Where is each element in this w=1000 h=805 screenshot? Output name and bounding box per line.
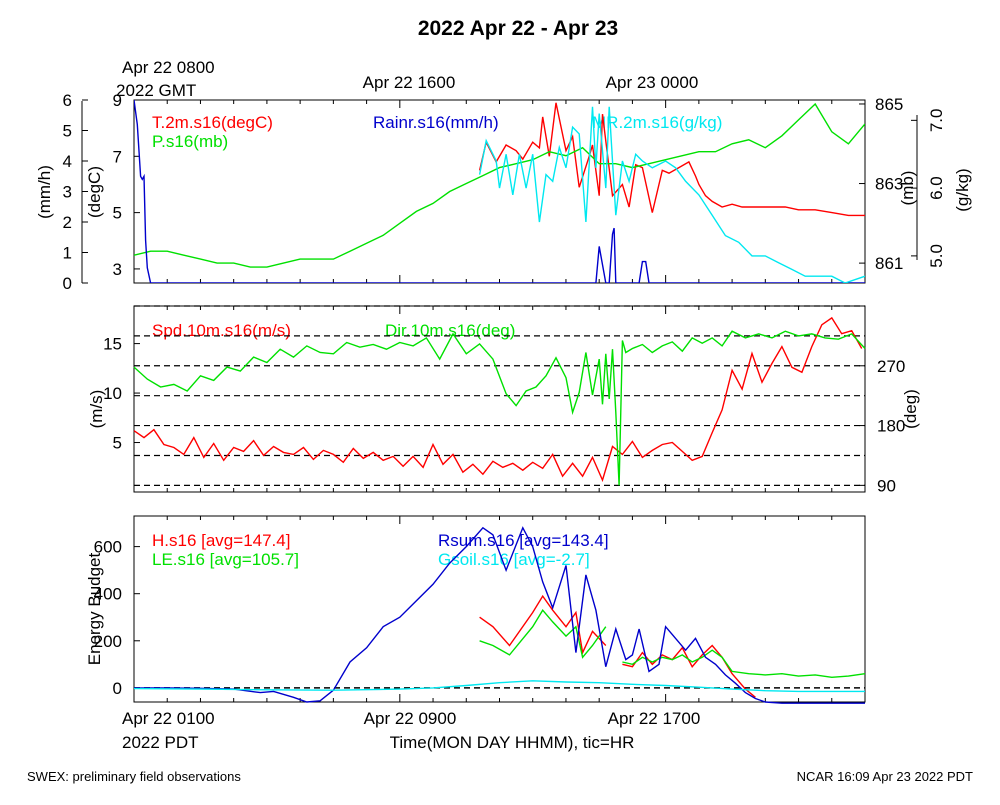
mr-axis-title: (g/kg) <box>953 168 972 211</box>
speed-axis-tick-label: 5 <box>113 434 122 453</box>
met-series-group <box>134 100 865 283</box>
energy-axis-tick-label: 400 <box>94 585 122 604</box>
temp-axis-tick-label: 3 <box>113 260 122 279</box>
latent-heat-line <box>479 609 866 679</box>
legend-soil-flux: Gsoil.s16 [avg=-2.7] <box>438 550 590 569</box>
mixing-ratio-line <box>478 106 865 283</box>
energy-axis-tick-label: 200 <box>94 632 122 651</box>
top-axis-label-1: Apr 22 0800 <box>122 58 215 77</box>
dir-axis-tick-label: 180 <box>877 417 905 436</box>
bottom-axis-label-1: Apr 22 0100 <box>122 709 215 728</box>
press-axis-tick-label: 865 <box>875 95 903 114</box>
speed-axis-tick-label: 15 <box>103 335 122 354</box>
mr-axis-tick-label: 7.0 <box>927 109 946 133</box>
rain-axis-tick-label: 5 <box>63 122 72 141</box>
rain-axis-title: (mm/h) <box>35 165 54 219</box>
top-axis-label-2: Apr 22 1600 <box>363 73 456 92</box>
legend-rain: Rainr.s16(mm/h) <box>373 113 499 132</box>
legend-wind-speed: Spd.10m.s16(m/s) <box>152 321 291 340</box>
bottom-axis-label-3: Apr 22 1700 <box>608 709 701 728</box>
press-axis-tick-label: 861 <box>875 254 903 273</box>
energy-axis-tick-label: 600 <box>94 538 122 557</box>
press-axis-title: (mb) <box>898 171 917 206</box>
legend-temp: T.2m.s16(degC) <box>152 113 273 132</box>
chart-title: 2022 Apr 22 - Apr 23 <box>418 17 618 40</box>
soil-flux-line <box>133 680 865 693</box>
temp-axis-title: (degC) <box>85 166 104 218</box>
temp-axis-tick-label: 7 <box>113 147 122 166</box>
rain-axis-tick-label: 4 <box>63 152 72 171</box>
energy-axis-tick-label: 0 <box>113 679 122 698</box>
mr-axis-tick-label: 6.0 <box>927 176 946 200</box>
bottom-axis-label-2: Apr 22 0900 <box>364 709 457 728</box>
sensible-heat-line <box>479 594 756 698</box>
top-axis-sublabel: 2022 GMT <box>116 81 196 100</box>
speed-axis-tick-label: 10 <box>103 384 122 403</box>
rain-axis-tick-label: 6 <box>63 91 72 110</box>
legend-latent-heat: LE.s16 [avg=105.7] <box>152 550 299 569</box>
press-axis-tick-label: 863 <box>875 175 903 194</box>
rain-axis-tick-label: 2 <box>63 213 72 232</box>
energy-axis-title: Energy Budget <box>85 552 104 665</box>
mr-axis-tick-label: 5.0 <box>927 244 946 268</box>
legend-sensible-heat: H.s16 [avg=147.4] <box>152 531 290 550</box>
rain-axis-tick-label: 1 <box>63 244 72 263</box>
top-axis-label-3: Apr 23 0000 <box>606 73 699 92</box>
legend-mixing-ratio: MR.2m.s16(g/kg) <box>592 113 722 132</box>
x-axis-title: Time(MON DAY HHMM), tic=HR <box>390 733 635 752</box>
dir-axis-title: (deg) <box>901 389 920 429</box>
wind-dir-line <box>133 330 866 486</box>
speed-axis-title: (m/s) <box>87 390 106 429</box>
dir-axis-tick-label: 270 <box>877 357 905 376</box>
temp-axis-tick-label: 9 <box>113 91 122 110</box>
bottom-axis-sublabel: 2022 PDT <box>122 733 199 752</box>
dir-axis-tick-label: 90 <box>877 476 896 495</box>
footer-right: NCAR 16:09 Apr 23 2022 PDT <box>797 769 973 784</box>
temp-axis-tick-label: 5 <box>113 204 122 223</box>
net-radiation-line <box>134 526 865 704</box>
legend-pressure: P.s16(mb) <box>152 132 228 151</box>
pressure-line <box>134 102 865 268</box>
wind-speed-line <box>133 316 863 483</box>
legend-net-radiation: Rsum.s16 [avg=143.4] <box>438 531 609 550</box>
legend-wind-dir: Dir.10m.s16(deg) <box>385 321 515 340</box>
rain-axis-tick-label: 0 <box>63 274 72 293</box>
footer-left: SWEX: preliminary field observations <box>27 769 241 784</box>
rain-axis-tick-label: 3 <box>63 183 72 202</box>
